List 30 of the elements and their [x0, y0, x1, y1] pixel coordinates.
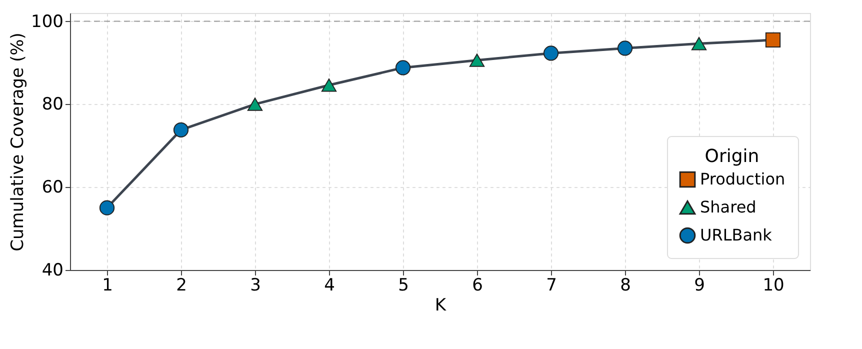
point — [321, 78, 337, 92]
point — [691, 37, 707, 50]
x-tick-label: 7 — [546, 276, 557, 296]
point — [395, 60, 411, 76]
legend-title: Origin — [704, 146, 760, 167]
x-tick-label: 9 — [694, 276, 705, 296]
point — [617, 40, 633, 56]
legend-label: Shared — [700, 198, 756, 216]
legend-label: Production — [700, 170, 786, 188]
y-tick-label: 100 — [31, 12, 64, 32]
legend-label: URLBank — [700, 226, 773, 244]
x-tick-label: 1 — [102, 276, 113, 296]
x-tick-label: 2 — [176, 276, 187, 296]
y-axis-title: Cumulative Coverage (%) — [8, 32, 28, 252]
x-tick-label: 10 — [762, 276, 784, 296]
point — [543, 46, 559, 61]
y-tick-label: 40 — [42, 260, 64, 280]
point — [173, 122, 189, 138]
point — [765, 32, 781, 48]
point — [247, 98, 263, 111]
y-tick-label: 60 — [42, 178, 64, 198]
x-tick-label: 3 — [250, 276, 261, 296]
x-tick-label: 5 — [398, 276, 409, 296]
y-tick-label: 80 — [42, 94, 64, 115]
x-tick-label: 4 — [324, 276, 335, 296]
x-axis-title: K — [434, 296, 447, 316]
point — [469, 54, 485, 67]
x-tick-label: 6 — [472, 276, 483, 296]
point — [99, 200, 115, 216]
x-tick-label: 8 — [620, 276, 631, 296]
